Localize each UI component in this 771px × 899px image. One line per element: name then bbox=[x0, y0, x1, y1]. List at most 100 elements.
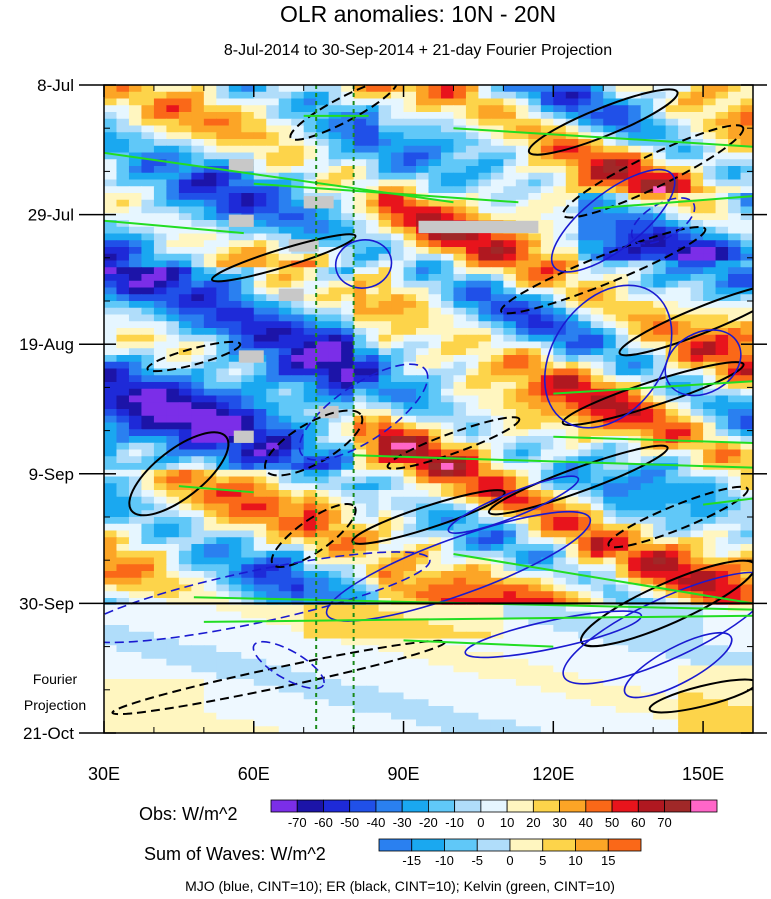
heatmap-cell bbox=[141, 679, 155, 687]
heatmap-cell bbox=[403, 658, 417, 667]
heatmap-cell bbox=[203, 692, 217, 700]
heatmap-cell bbox=[241, 118, 255, 127]
heatmap-cell bbox=[166, 456, 180, 464]
heatmap-cell bbox=[428, 672, 442, 680]
heatmap-cell bbox=[403, 233, 417, 241]
heatmap-cell bbox=[203, 307, 217, 316]
heatmap-cell bbox=[203, 604, 217, 613]
heatmap-cell bbox=[715, 361, 729, 370]
heatmap-cell bbox=[478, 118, 492, 127]
heatmap-cell bbox=[291, 530, 305, 538]
heatmap-cell bbox=[665, 712, 679, 721]
heatmap-cell bbox=[378, 334, 392, 343]
heatmap-cell bbox=[728, 523, 742, 532]
heatmap-cell bbox=[540, 240, 554, 248]
heatmap-cell bbox=[465, 314, 480, 322]
heatmap-cell bbox=[341, 550, 355, 559]
heatmap-cell bbox=[715, 726, 729, 733]
heatmap-cell bbox=[278, 301, 292, 309]
heatmap-cell bbox=[453, 388, 467, 397]
heatmap-cell bbox=[166, 334, 180, 343]
heatmap-cell bbox=[478, 145, 492, 154]
heatmap-cell bbox=[266, 449, 280, 457]
heatmap-cell bbox=[490, 672, 504, 680]
heatmap-cell bbox=[241, 550, 255, 559]
heatmap-cell bbox=[191, 260, 205, 268]
heatmap-cell bbox=[640, 294, 654, 302]
heatmap-cell bbox=[503, 186, 517, 194]
heatmap-cell bbox=[416, 274, 430, 282]
heatmap-cell bbox=[241, 577, 255, 586]
heatmap-cell bbox=[266, 530, 280, 538]
heatmap-cell bbox=[615, 334, 629, 343]
heatmap-cell bbox=[403, 476, 417, 484]
heatmap-cell bbox=[565, 321, 579, 329]
heatmap-cell bbox=[703, 186, 717, 194]
heatmap-cell bbox=[540, 638, 554, 646]
heatmap-cell bbox=[391, 510, 405, 518]
heatmap-cell bbox=[153, 523, 167, 532]
heatmap-cell bbox=[740, 442, 753, 451]
heatmap-cell bbox=[328, 422, 342, 430]
heatmap-cell bbox=[391, 625, 405, 633]
heatmap-cell bbox=[628, 301, 642, 309]
heatmap-cell bbox=[403, 112, 417, 120]
heatmap-cell bbox=[640, 483, 654, 491]
heatmap-cell bbox=[104, 233, 118, 241]
heatmap-cell bbox=[528, 422, 542, 430]
heatmap-cell bbox=[615, 361, 629, 370]
heatmap-cell bbox=[490, 91, 504, 100]
heatmap-cell bbox=[116, 247, 130, 255]
heatmap-cell bbox=[341, 712, 355, 721]
heatmap-cell bbox=[578, 85, 592, 93]
heatmap-cell bbox=[578, 517, 592, 525]
heatmap-cell bbox=[428, 652, 442, 660]
heatmap-cell bbox=[191, 712, 205, 721]
heatmap-cell bbox=[191, 132, 205, 140]
heatmap-cell bbox=[465, 564, 480, 572]
heatmap-cell bbox=[653, 193, 667, 201]
heatmap-cell bbox=[116, 523, 130, 532]
heatmap-cell bbox=[615, 98, 629, 106]
heatmap-cell bbox=[153, 537, 167, 545]
heatmap-cell bbox=[503, 476, 517, 484]
heatmap-cell bbox=[353, 179, 367, 187]
heatmap-cell bbox=[316, 145, 330, 154]
heatmap-cell bbox=[104, 577, 118, 586]
heatmap-cell bbox=[166, 139, 180, 147]
heatmap-cell bbox=[366, 496, 380, 505]
heatmap-cell bbox=[228, 564, 242, 572]
heatmap-cell bbox=[116, 618, 130, 626]
heatmap-cell bbox=[378, 415, 392, 424]
heatmap-cell bbox=[615, 544, 629, 552]
heatmap-cell bbox=[378, 449, 392, 457]
heatmap-cell bbox=[453, 503, 467, 511]
heatmap-cell bbox=[328, 280, 342, 289]
heatmap-cell bbox=[440, 260, 455, 268]
heatmap-cell bbox=[540, 584, 554, 592]
heatmap-cell bbox=[628, 544, 642, 552]
heatmap-cell bbox=[703, 706, 717, 714]
heatmap-cell bbox=[353, 166, 367, 174]
heatmap-cell bbox=[116, 260, 130, 268]
heatmap-cell bbox=[178, 307, 192, 316]
heatmap-cell bbox=[128, 287, 143, 295]
heatmap-cell bbox=[104, 685, 118, 694]
heatmap-cell bbox=[428, 537, 442, 545]
heatmap-cell bbox=[490, 436, 504, 444]
heatmap-cell bbox=[328, 145, 342, 154]
heatmap-cell bbox=[428, 166, 442, 174]
heatmap-cell bbox=[141, 577, 155, 586]
heatmap-cell bbox=[515, 679, 529, 687]
heatmap-cell bbox=[628, 199, 642, 208]
heatmap-cell bbox=[403, 395, 417, 403]
heatmap-cell bbox=[153, 658, 167, 667]
heatmap-cell bbox=[316, 719, 330, 727]
heatmap-cell bbox=[528, 112, 542, 120]
heatmap-cell bbox=[603, 638, 617, 646]
heatmap-cell bbox=[690, 307, 704, 316]
heatmap-cell bbox=[603, 112, 617, 120]
heatmap-cell bbox=[615, 672, 629, 680]
heatmap-cell bbox=[540, 159, 554, 167]
heatmap-cell bbox=[291, 226, 305, 235]
